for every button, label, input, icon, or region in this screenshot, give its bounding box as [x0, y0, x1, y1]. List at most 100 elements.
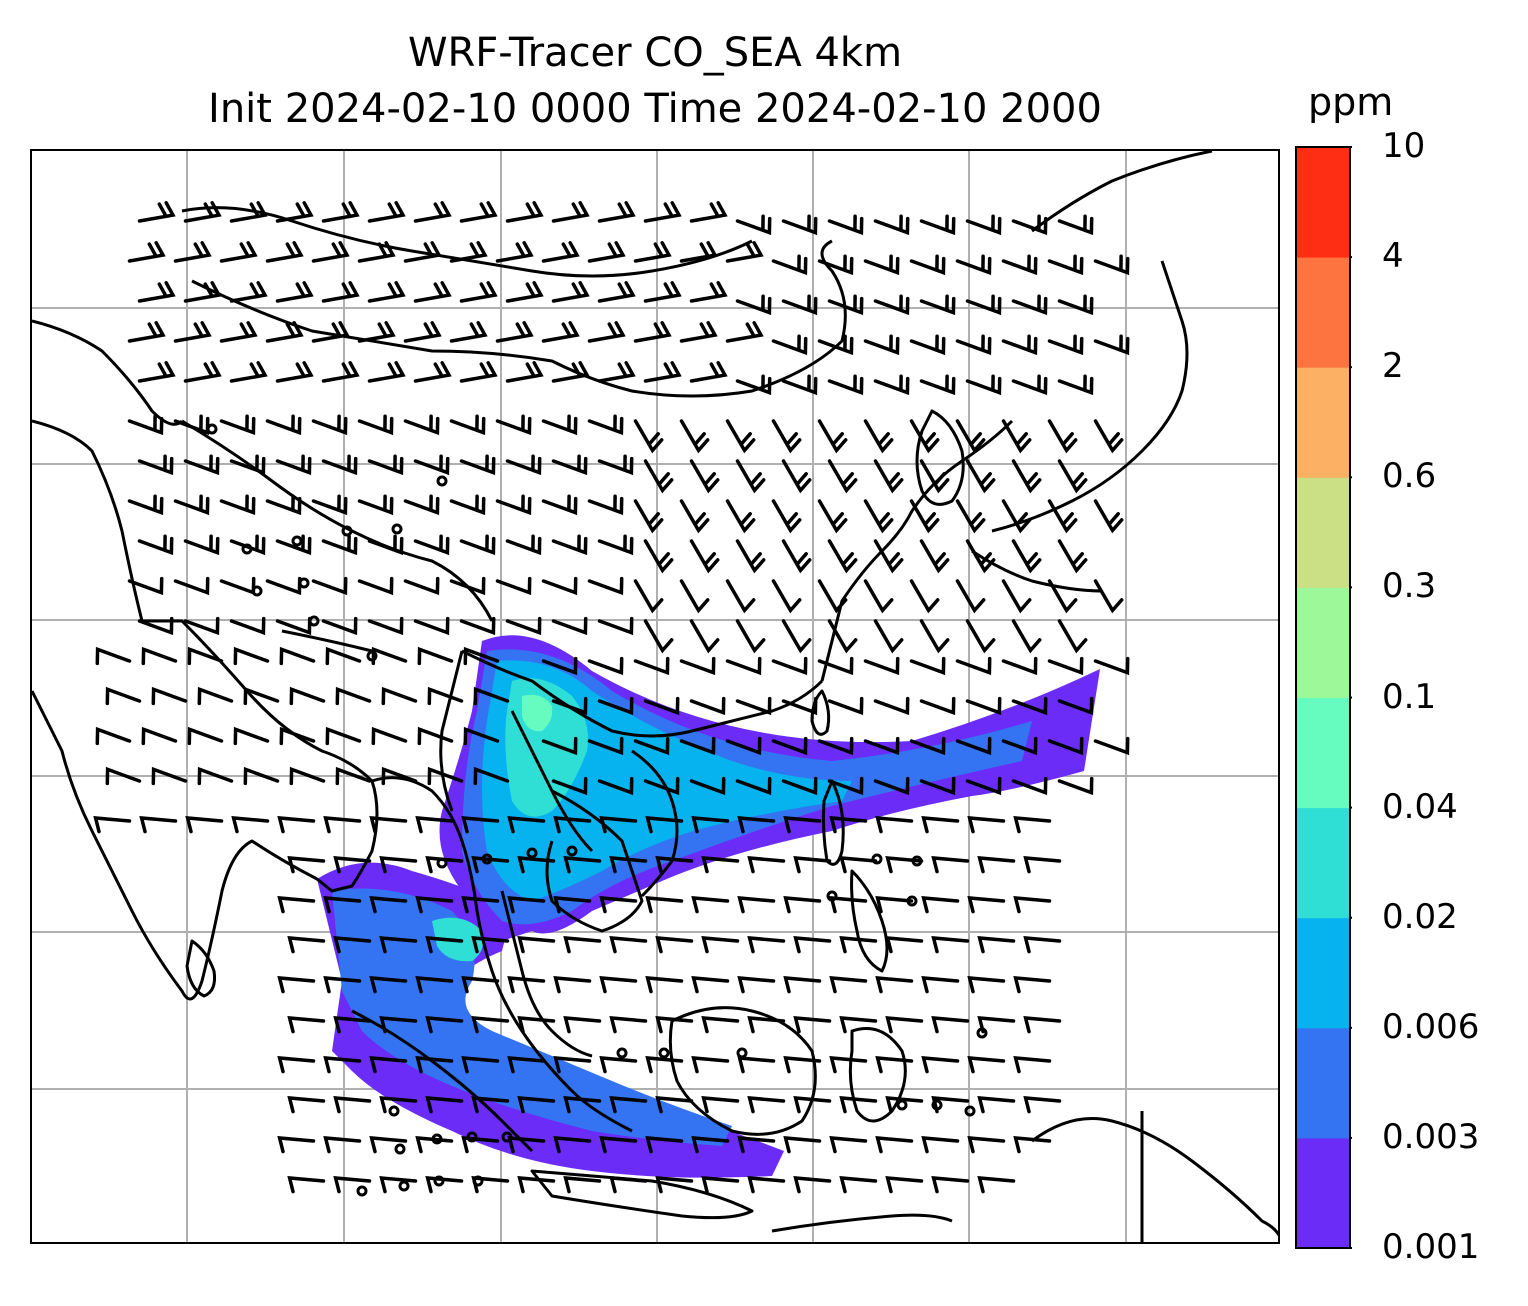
colorbar-swatch	[1296, 697, 1350, 809]
wind-barb	[187, 646, 224, 666]
wind-barb	[839, 1016, 878, 1034]
calm-marker	[341, 525, 353, 537]
wind-barb	[233, 726, 270, 746]
wind-barb	[827, 776, 864, 796]
wind-barb	[793, 936, 832, 954]
wind-barb	[1047, 254, 1084, 276]
colorbar-tick-label: 0.001	[1382, 1227, 1480, 1267]
wind-barb	[229, 534, 266, 556]
wind-barb	[921, 1136, 960, 1154]
wind-barb	[413, 616, 450, 636]
wind-barb	[597, 776, 634, 796]
wind-barb	[93, 816, 132, 834]
wind-barb	[137, 361, 176, 383]
wind-barb	[551, 696, 588, 716]
wind-barb	[233, 646, 270, 666]
wind-barb	[827, 294, 864, 316]
wind-barb	[793, 856, 832, 874]
wind-barb	[1057, 374, 1094, 396]
wind-barb	[771, 419, 802, 454]
wind-barb	[909, 499, 940, 534]
wind-barb	[137, 201, 176, 223]
wind-barb	[563, 856, 602, 874]
wind-barb	[551, 616, 588, 636]
wind-barb	[737, 1136, 776, 1154]
wind-barb	[885, 1096, 924, 1114]
wind-barb	[379, 1016, 418, 1034]
wind-barb	[379, 936, 418, 954]
wind-barb	[141, 726, 178, 746]
wind-barb	[505, 201, 544, 223]
wind-barb	[449, 576, 486, 596]
wind-barb	[553, 816, 592, 834]
wind-barb	[599, 976, 638, 994]
wind-barb	[459, 361, 498, 383]
wind-barb	[931, 1176, 970, 1194]
wind-barb	[645, 896, 684, 914]
wind-barb	[587, 494, 624, 516]
wind-barb	[151, 766, 188, 786]
wind-barb	[587, 241, 626, 263]
calm-marker	[398, 1180, 410, 1192]
wind-barb	[597, 696, 634, 716]
wind-barb	[931, 936, 970, 954]
wind-barb	[1047, 656, 1084, 676]
wind-barb	[461, 976, 500, 994]
wind-barb	[737, 816, 776, 834]
wind-barb	[839, 936, 878, 954]
wind-barb	[643, 539, 674, 574]
wind-barb	[1047, 419, 1078, 454]
wind-barb	[415, 1056, 454, 1074]
wind-barb	[919, 459, 950, 494]
wind-barb	[679, 419, 710, 454]
wind-barb	[325, 646, 362, 666]
wind-barb	[977, 1016, 1016, 1034]
wind-barb	[321, 454, 358, 476]
map-svg	[32, 151, 1278, 1242]
wind-barb	[105, 766, 142, 786]
wind-barb	[735, 696, 772, 716]
wind-barb	[689, 696, 726, 716]
wind-barb	[737, 896, 776, 914]
wind-barb	[369, 1056, 408, 1074]
wind-barb	[817, 419, 848, 454]
wind-barb	[817, 334, 854, 356]
colorbar-tick-label: 10	[1382, 126, 1426, 166]
wind-barb	[919, 776, 956, 796]
wind-barb	[563, 1176, 602, 1194]
wind-barb	[553, 1056, 592, 1074]
wind-barb	[909, 736, 946, 756]
calm-marker	[394, 1143, 406, 1155]
wind-barb	[461, 1136, 500, 1154]
wind-barb	[633, 736, 670, 756]
wind-barb	[459, 616, 496, 636]
wind-barb	[379, 856, 418, 874]
wind-barb	[783, 816, 822, 834]
wind-barb	[323, 896, 362, 914]
wind-barb	[725, 499, 756, 534]
plume-level-004	[522, 694, 553, 732]
wind-barb	[655, 936, 694, 954]
wind-barb	[541, 576, 578, 596]
wind-barb	[701, 936, 740, 954]
wind-barb	[425, 856, 464, 874]
wind-barb	[735, 214, 772, 236]
wind-barb	[747, 856, 786, 874]
wind-barb	[541, 656, 578, 676]
wind-barb	[139, 816, 178, 834]
wind-barb	[311, 494, 348, 516]
wind-barb	[517, 856, 556, 874]
wind-barb	[369, 1136, 408, 1154]
border-china-north	[191, 239, 847, 398]
wind-barb	[449, 494, 486, 516]
wind-barb	[783, 1136, 822, 1154]
coast-japan-south	[971, 549, 1103, 593]
colorbar-swatch	[1296, 587, 1350, 698]
wind-barb	[517, 936, 556, 954]
wind-barb	[1013, 896, 1052, 914]
wind-barb	[563, 1016, 602, 1034]
wind-barb	[645, 816, 684, 834]
wind-barb	[413, 534, 450, 556]
colorbar-swatch	[1296, 807, 1350, 919]
wind-barb	[95, 726, 132, 746]
